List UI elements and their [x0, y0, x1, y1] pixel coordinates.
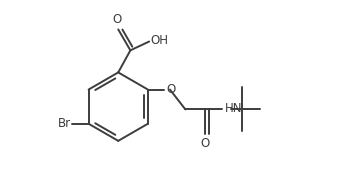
Text: O: O	[166, 83, 175, 96]
Text: HN: HN	[225, 102, 242, 115]
Text: O: O	[201, 137, 210, 150]
Text: Br: Br	[58, 117, 71, 130]
Text: OH: OH	[150, 34, 168, 47]
Text: O: O	[113, 13, 122, 26]
